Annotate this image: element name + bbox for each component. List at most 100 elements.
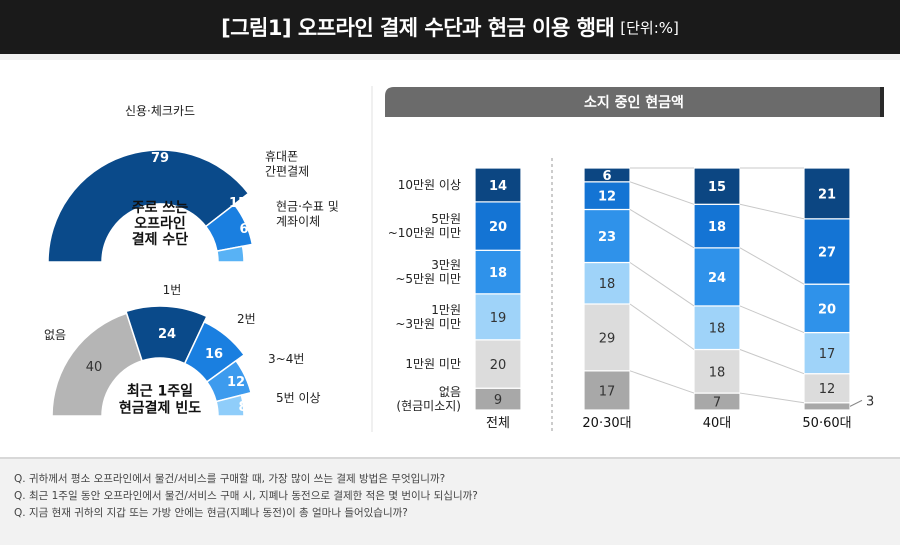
bar-value-0-1: 20: [490, 358, 507, 373]
question-1: Q. 귀하께서 평소 오프라인에서 물건/서비스를 구매할 때, 가장 많이 쓰…: [14, 473, 446, 485]
bar-value-3-1: 12: [819, 382, 836, 397]
connector-2-1: [739, 349, 805, 375]
donut-center-label: 최근 1주일 현금결제 빈도: [119, 384, 201, 417]
slice-label-2: 2번: [237, 312, 256, 326]
slice-label-1: 휴대폰 간편결제: [265, 150, 309, 179]
slice-1: [125, 305, 208, 365]
bar-value-3-2: 17: [819, 347, 836, 362]
slice-label-0: 없음: [44, 328, 66, 342]
question-3: Q. 지금 현재 귀하의 지갑 또는 가방 안에는 현금(지폐나 동전)이 총 …: [14, 507, 408, 519]
slice-value-0: 40: [86, 360, 103, 375]
header-divider: [0, 54, 900, 60]
charts-canvas: 79 신용·체크카드 15 휴대폰 간편결제 6 현금·수표 및 계좌이체 주로 쓰는 오프라인 결…: [44, 86, 884, 432]
connector-2-4: [739, 203, 805, 220]
series-label-0: 없음 (현금미소지): [396, 385, 461, 413]
bar-seg-3-2: [803, 331, 851, 375]
slice-value-1: 15: [229, 196, 247, 211]
connector-1-3: [629, 209, 695, 249]
bar-seg-2-4: [693, 203, 741, 249]
unit-label: [단위:%]: [620, 18, 679, 37]
bar-value-1-0: 17: [599, 384, 616, 399]
cash-frequency-donut: 40 없음 24 1번 16 2번 12 3~4번 8 5번 이상 최근 1주일 현금결제 빈도: [44, 283, 321, 417]
slice-label-0: 신용·체크카드: [125, 104, 195, 118]
connector-1-2: [629, 262, 695, 307]
bar-seg-2-5: [693, 167, 741, 205]
series-label-4: 5만원 ~10만원 미만: [388, 212, 461, 240]
slice-label-3: 3~4번: [268, 352, 304, 366]
slice-label-4: 5번 이상: [276, 391, 321, 405]
chart-title-bar: [385, 87, 884, 117]
bar-value-3-5: 21: [818, 187, 836, 202]
figure-header: [그림1] 오프라인 결제 수단과 현금 이용 행태 [단위:%]: [0, 0, 900, 54]
slice-value-4: 8: [238, 400, 247, 415]
slice-4: [215, 394, 245, 417]
bar-value-0-2: 19: [490, 311, 507, 326]
slice-label-1: 1번: [163, 283, 182, 297]
bar-seg-0-4: [474, 201, 522, 251]
slice-label-2: 현금·수표 및 계좌이체: [276, 200, 339, 229]
category-label-3: 50·60대: [802, 416, 851, 431]
bar-seg-0-2: [474, 293, 522, 341]
bar-value-0-3: 18: [489, 266, 507, 281]
bar-value-2-3: 24: [708, 271, 726, 286]
slice-value-1: 24: [158, 327, 176, 342]
slice-2: [216, 245, 245, 263]
bar-value-3-4: 27: [818, 245, 836, 260]
chart-title: 소지 중인 현금액: [584, 94, 684, 111]
series-label-1: 1만원 미만: [405, 357, 461, 371]
slice-value-3: 12: [227, 375, 245, 390]
slice-2: [183, 320, 246, 383]
bar-value-0-5: 14: [489, 179, 507, 194]
slice-value-2: 16: [205, 347, 223, 362]
bar-value-3-0: 3: [866, 394, 874, 409]
bar-seg-2-2: [693, 305, 741, 351]
bar-value-1-5: 6: [602, 169, 611, 184]
category-label-1: 20·30대: [582, 416, 631, 431]
survey-questions: Q. 귀하께서 평소 오프라인에서 물건/서비스를 구매할 때, 가장 많이 쓰…: [0, 457, 900, 545]
series-label-2: 1만원 ~3만원 미만: [395, 303, 461, 331]
bar-seg-3-5: [803, 167, 851, 220]
bar-seg-1-4: [583, 181, 631, 211]
connector-2-0: [739, 392, 805, 404]
series-label-5: 10만원 이상: [398, 178, 461, 192]
bar-value-1-2: 18: [599, 277, 616, 292]
bar-seg-0-3: [474, 249, 522, 295]
bar-value-1-3: 23: [598, 230, 616, 245]
bar-value-3-3: 20: [818, 302, 836, 317]
category-label-2: 40대: [703, 416, 732, 431]
connector-1-0: [629, 370, 695, 394]
bar-value-0-0: 9: [494, 393, 502, 408]
bar-seg-0-5: [474, 167, 522, 203]
donut-center-label: 주로 쓰는 오프라인 결제 수단: [132, 200, 189, 248]
bar-seg-1-1: [583, 303, 631, 372]
slice-value-0: 79: [151, 151, 169, 166]
bar-seg-3-1: [803, 373, 851, 404]
bar-seg-3-4: [803, 218, 851, 285]
bar-value-1-4: 12: [598, 190, 616, 205]
bar-seg-3-0: [803, 402, 851, 411]
bar-seg-1-2: [583, 261, 631, 305]
payment-method-donut: 79 신용·체크카드 15 휴대폰 간편결제 6 현금·수표 및 계좌이체 주로 쓰는 오프라인 결…: [47, 104, 339, 263]
footer-divider: [0, 457, 900, 459]
bar-value-2-1: 18: [709, 365, 726, 380]
slice-value-2: 6: [239, 222, 248, 237]
bar-value-1-1: 29: [599, 331, 616, 346]
figure-title: [그림1] 오프라인 결제 수단과 현금 이용 행태: [221, 16, 615, 40]
bar-seg-1-5: [583, 167, 631, 183]
chart-title-bar-edge: [880, 87, 884, 117]
series-label-3: 3만원 ~5만원 미만: [395, 258, 461, 286]
leader-3-0: [849, 399, 863, 407]
bar-value-2-5: 15: [708, 180, 726, 195]
bar-seg-2-1: [693, 348, 741, 394]
connector-1-4: [629, 181, 695, 205]
category-label-0: 전체: [486, 416, 510, 431]
question-2: Q. 최근 1주일 동안 오프라인에서 물건/서비스 구매 시, 지폐나 동전으…: [14, 490, 478, 502]
bar-value-0-4: 20: [489, 220, 507, 235]
bar-seg-1-3: [583, 208, 631, 264]
connector-2-2: [739, 305, 805, 334]
bar-value-2-4: 18: [708, 220, 726, 235]
bar-seg-2-3: [693, 247, 741, 307]
slice-0: [47, 149, 250, 263]
cash-holding-stacked-bar: 소지 중인 현금액 9 20 19 18 20 14 전체 17 29 18 23 12 6 20·30대 7…: [371, 86, 884, 432]
bar-value-2-2: 18: [709, 322, 726, 337]
